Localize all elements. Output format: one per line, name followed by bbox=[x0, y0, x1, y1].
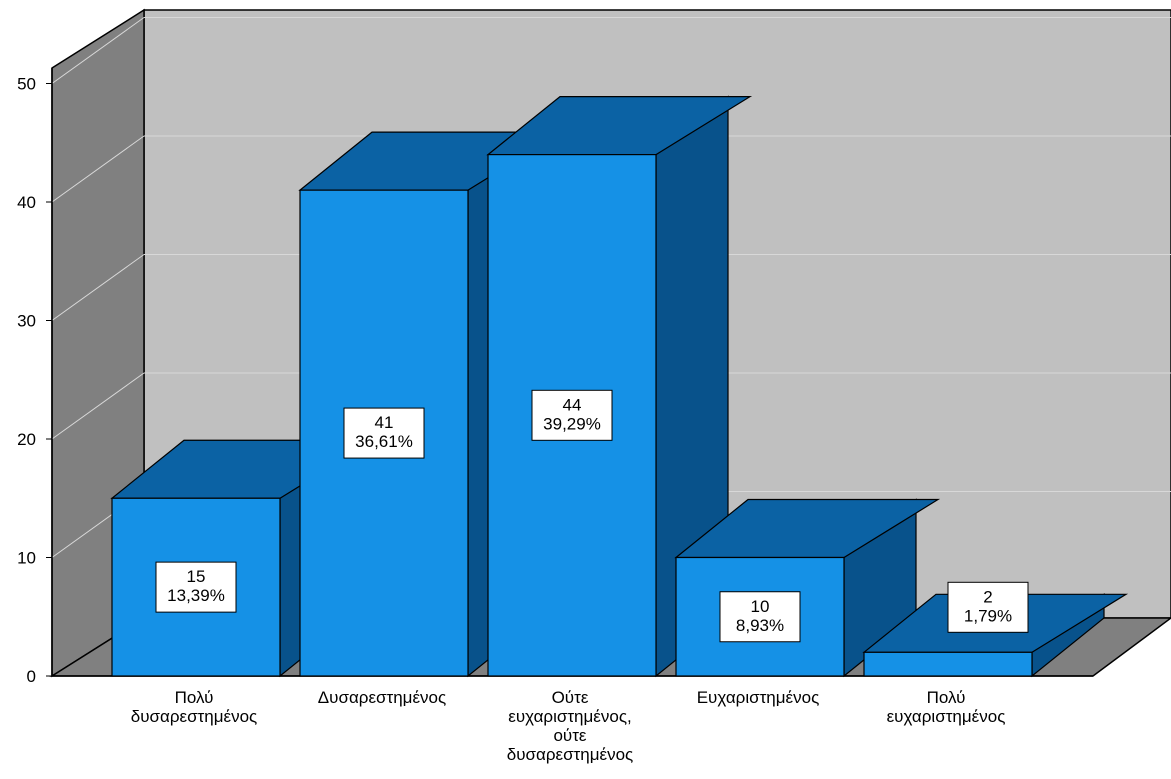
category-label-line: Ούτε bbox=[552, 688, 589, 707]
data-label-percent: 13,39% bbox=[167, 586, 225, 605]
data-label-box bbox=[155, 561, 237, 613]
y-tick-labels: 0 10 20 30 40 50 bbox=[17, 75, 36, 687]
data-label-box bbox=[719, 591, 801, 643]
category-label-line: Πολύ bbox=[175, 688, 214, 707]
category-label-line: ευχαριστημένος, bbox=[508, 707, 632, 726]
y-tick-label: 40 bbox=[17, 193, 36, 212]
gridline-side bbox=[51, 372, 145, 440]
category-label: Δυσαρεστημένος bbox=[318, 688, 446, 707]
category-label-line: δυσαρεστημένος bbox=[131, 707, 258, 726]
data-label-box bbox=[947, 581, 1029, 633]
category-label-line: ούτε bbox=[553, 726, 586, 745]
y-tick-label: 10 bbox=[17, 549, 36, 568]
category-label-line: ευχαριστημένος bbox=[887, 707, 1006, 726]
data-label-box bbox=[343, 407, 425, 459]
y-tick-label: 20 bbox=[17, 430, 36, 449]
data-label-count: 10 bbox=[751, 597, 770, 616]
data-label-percent: 39,29% bbox=[543, 414, 601, 433]
bar-front-face bbox=[863, 651, 1033, 677]
data-label-percent: 8,93% bbox=[736, 616, 784, 635]
category-label: Ευχαριστημένος bbox=[697, 688, 820, 707]
data-label-count: 2 bbox=[983, 587, 992, 606]
gridline-side bbox=[51, 17, 145, 84]
y-tick-label: 0 bbox=[27, 667, 36, 686]
y-tick-label: 50 bbox=[17, 75, 36, 94]
data-label-box bbox=[531, 389, 613, 441]
category-label-line: Πολύ bbox=[927, 688, 966, 707]
data-label-percent: 1,79% bbox=[964, 606, 1012, 625]
category-label-line: Δυσαρεστημένος bbox=[318, 688, 446, 707]
data-label-percent: 36,61% bbox=[355, 432, 413, 451]
data-label-count: 15 bbox=[187, 567, 206, 586]
category-label-line: δυσαρεστημένος bbox=[507, 745, 634, 764]
gridline-side bbox=[51, 254, 145, 321]
data-label-count: 44 bbox=[563, 395, 582, 414]
data-label-count: 41 bbox=[375, 413, 394, 432]
category-label-line: Ευχαριστημένος bbox=[697, 688, 820, 707]
gridline-side bbox=[51, 135, 145, 203]
data-label: 21,79% bbox=[947, 581, 1029, 633]
y-tick-label: 30 bbox=[17, 312, 36, 331]
data-label: 108,93% bbox=[719, 591, 801, 643]
